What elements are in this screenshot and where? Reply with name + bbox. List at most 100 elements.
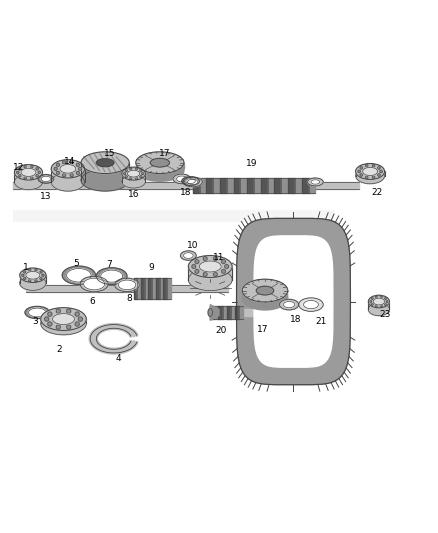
Circle shape xyxy=(21,274,24,277)
Circle shape xyxy=(67,309,71,313)
Circle shape xyxy=(125,169,127,172)
Text: 17: 17 xyxy=(257,325,268,334)
Text: 1: 1 xyxy=(23,263,29,272)
Circle shape xyxy=(36,168,39,170)
Circle shape xyxy=(28,269,31,271)
Ellipse shape xyxy=(20,276,46,290)
Polygon shape xyxy=(237,219,350,385)
Circle shape xyxy=(54,167,57,171)
Polygon shape xyxy=(219,306,223,319)
Circle shape xyxy=(203,272,207,276)
Ellipse shape xyxy=(51,160,85,178)
Circle shape xyxy=(63,174,66,177)
Ellipse shape xyxy=(96,159,114,167)
Ellipse shape xyxy=(96,268,127,285)
Polygon shape xyxy=(213,177,220,193)
Ellipse shape xyxy=(84,278,105,290)
Circle shape xyxy=(36,175,39,177)
Ellipse shape xyxy=(188,255,232,278)
Polygon shape xyxy=(156,278,159,299)
Ellipse shape xyxy=(115,278,139,292)
Text: 9: 9 xyxy=(148,263,154,272)
Polygon shape xyxy=(206,177,213,193)
Text: 18: 18 xyxy=(180,188,192,197)
Text: 22: 22 xyxy=(371,188,382,197)
Polygon shape xyxy=(188,266,232,280)
Ellipse shape xyxy=(28,308,46,317)
Ellipse shape xyxy=(184,253,193,259)
Polygon shape xyxy=(200,177,206,193)
Circle shape xyxy=(130,168,132,170)
Polygon shape xyxy=(214,306,219,319)
Polygon shape xyxy=(223,306,227,319)
Circle shape xyxy=(75,322,79,326)
Circle shape xyxy=(386,301,388,302)
Ellipse shape xyxy=(25,306,49,319)
Polygon shape xyxy=(145,278,148,299)
Circle shape xyxy=(18,175,21,177)
Polygon shape xyxy=(295,177,302,193)
Polygon shape xyxy=(254,236,333,367)
Polygon shape xyxy=(240,177,247,193)
Ellipse shape xyxy=(21,168,36,176)
Text: 13: 13 xyxy=(40,192,52,201)
Polygon shape xyxy=(134,278,137,299)
Circle shape xyxy=(57,163,60,166)
Polygon shape xyxy=(163,278,167,299)
Circle shape xyxy=(370,301,371,302)
Circle shape xyxy=(125,175,127,177)
Ellipse shape xyxy=(180,251,196,260)
Polygon shape xyxy=(148,278,152,299)
Polygon shape xyxy=(122,174,145,182)
Polygon shape xyxy=(235,306,239,319)
Ellipse shape xyxy=(26,271,40,279)
Ellipse shape xyxy=(368,295,389,308)
Ellipse shape xyxy=(118,280,136,290)
Polygon shape xyxy=(193,177,200,193)
Text: 2: 2 xyxy=(57,345,62,354)
Circle shape xyxy=(222,260,226,264)
Polygon shape xyxy=(227,177,233,193)
Polygon shape xyxy=(302,177,308,193)
Circle shape xyxy=(17,171,19,174)
Polygon shape xyxy=(51,169,85,182)
Polygon shape xyxy=(13,209,333,221)
Ellipse shape xyxy=(101,270,123,282)
Ellipse shape xyxy=(67,269,91,282)
Circle shape xyxy=(18,168,21,170)
Ellipse shape xyxy=(186,179,195,183)
Ellipse shape xyxy=(41,308,86,330)
Circle shape xyxy=(225,264,229,269)
Circle shape xyxy=(38,171,40,174)
Circle shape xyxy=(203,257,207,261)
Circle shape xyxy=(45,317,49,321)
Ellipse shape xyxy=(368,303,389,316)
Text: 7: 7 xyxy=(106,260,113,269)
Polygon shape xyxy=(247,177,254,193)
Circle shape xyxy=(135,168,138,170)
Text: 21: 21 xyxy=(315,317,326,326)
Circle shape xyxy=(48,322,52,326)
Ellipse shape xyxy=(279,300,299,310)
Text: 17: 17 xyxy=(159,149,170,158)
Text: 14: 14 xyxy=(64,157,76,166)
Text: 16: 16 xyxy=(128,190,139,199)
Circle shape xyxy=(192,264,196,269)
Polygon shape xyxy=(210,306,214,319)
Polygon shape xyxy=(159,278,163,299)
Circle shape xyxy=(195,260,199,264)
Text: 5: 5 xyxy=(74,260,80,269)
Polygon shape xyxy=(356,172,385,176)
Circle shape xyxy=(24,177,26,179)
Text: 15: 15 xyxy=(104,149,115,158)
Polygon shape xyxy=(141,278,145,299)
Polygon shape xyxy=(41,319,86,324)
Ellipse shape xyxy=(41,176,51,182)
Polygon shape xyxy=(288,177,295,193)
Text: 3: 3 xyxy=(32,317,38,326)
Ellipse shape xyxy=(311,180,320,184)
Circle shape xyxy=(365,165,368,167)
Circle shape xyxy=(375,296,377,298)
Ellipse shape xyxy=(304,301,318,309)
Circle shape xyxy=(40,277,42,280)
